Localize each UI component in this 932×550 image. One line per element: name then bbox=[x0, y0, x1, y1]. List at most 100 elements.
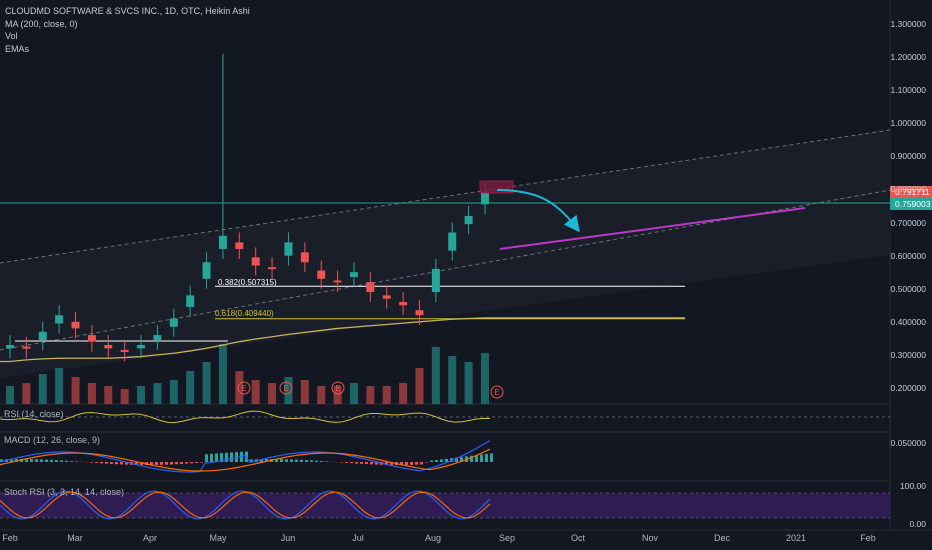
rsi-pane-label[interactable]: RSI (14, close) bbox=[4, 409, 64, 419]
candle-body bbox=[235, 242, 244, 250]
macd-histogram-bar bbox=[310, 460, 313, 462]
macd-histogram-bar bbox=[280, 459, 283, 462]
symbol-title[interactable]: CLOUDMD SOFTWARE & SVCS INC., 1D, OTC, H… bbox=[5, 6, 250, 16]
macd-histogram-bar bbox=[475, 455, 478, 462]
candle-body bbox=[349, 272, 358, 278]
macd-histogram-bar bbox=[65, 460, 68, 462]
earnings-marker[interactable]: E bbox=[237, 381, 251, 395]
volume-bar bbox=[448, 356, 457, 404]
volume-indicator-label[interactable]: Vol bbox=[5, 31, 18, 41]
volume-bar bbox=[202, 362, 211, 404]
macd-histogram-bar bbox=[350, 462, 353, 464]
macd-axis-label: 0.050000 bbox=[890, 438, 926, 448]
time-axis-label: Apr bbox=[142, 533, 158, 543]
time-axis-label: Dec bbox=[713, 533, 731, 543]
macd-histogram-bar bbox=[215, 453, 218, 462]
macd-histogram-bar bbox=[220, 453, 223, 462]
candle-body bbox=[431, 268, 440, 293]
macd-histogram-bar bbox=[420, 462, 423, 465]
time-axis-label: 2021 bbox=[785, 533, 807, 543]
macd-histogram-bar bbox=[360, 462, 363, 464]
macd-histogram-bar bbox=[485, 453, 488, 462]
volume-bar bbox=[6, 386, 14, 404]
candle-body bbox=[87, 335, 96, 342]
time-axis-label: Feb bbox=[2, 533, 18, 543]
macd-histogram-bar bbox=[375, 462, 378, 465]
candle-body bbox=[415, 310, 424, 316]
fib-382-label: 0.382(0.507315) bbox=[218, 278, 277, 287]
macd-histogram-bar bbox=[100, 462, 103, 464]
svg-text:E: E bbox=[335, 384, 340, 393]
current-price-tag-bg bbox=[890, 186, 932, 198]
candle-body bbox=[284, 242, 293, 256]
channel-upper-line bbox=[0, 129, 891, 264]
macd-pane-label[interactable]: MACD (12, 26, close, 9) bbox=[4, 435, 101, 445]
volume-bar bbox=[431, 347, 440, 404]
fib-618-label: 0.618(0.409440) bbox=[215, 309, 274, 318]
macd-histogram-bar bbox=[25, 459, 28, 462]
earnings-marker[interactable]: E bbox=[279, 381, 293, 395]
candle-body bbox=[202, 262, 211, 279]
time-axis-label: May bbox=[209, 533, 227, 543]
volume-bar bbox=[481, 353, 489, 404]
volume-bar bbox=[218, 344, 227, 404]
volume-bar bbox=[333, 386, 342, 404]
svg-text:E: E bbox=[494, 388, 499, 397]
price-axis-label: 0.200000 bbox=[890, 383, 926, 393]
macd-histogram-bar bbox=[460, 456, 463, 462]
macd-histogram-bar bbox=[490, 453, 493, 462]
macd-histogram-bar bbox=[50, 459, 53, 462]
macd-histogram-bar bbox=[190, 462, 193, 464]
price-axis-label: 1.100000 bbox=[890, 85, 926, 96]
channel-mid-line bbox=[0, 189, 891, 351]
candle-body bbox=[38, 331, 47, 341]
volume-bar bbox=[415, 368, 424, 404]
volume-bar bbox=[464, 362, 473, 404]
volume-bar bbox=[137, 386, 146, 404]
candle-body bbox=[55, 315, 64, 324]
macd-histogram-bar bbox=[435, 459, 438, 462]
macd-histogram-bar bbox=[150, 462, 153, 465]
candle-body bbox=[464, 215, 473, 225]
candle-body bbox=[251, 257, 260, 266]
macd-histogram-bar bbox=[275, 459, 278, 462]
macd-histogram-bar bbox=[300, 459, 303, 462]
macd-histogram-bar bbox=[250, 459, 253, 462]
volume-bar bbox=[186, 371, 195, 404]
candle-body bbox=[153, 335, 162, 341]
macd-histogram-bar bbox=[195, 462, 198, 463]
ma-indicator-label[interactable]: MA (200, close, 0) bbox=[5, 18, 78, 29]
macd-histogram-bar bbox=[425, 462, 428, 463]
macd-histogram-bar bbox=[470, 455, 473, 462]
ema-indicator-label[interactable]: EMAs bbox=[5, 43, 30, 54]
macd-histogram-bar bbox=[385, 462, 388, 465]
macd-histogram-bar bbox=[125, 462, 128, 465]
volume-bar bbox=[349, 383, 358, 404]
volume-bar bbox=[399, 383, 408, 404]
macd-histogram-bar bbox=[320, 460, 323, 462]
volume-bar bbox=[284, 377, 293, 404]
volume-bar bbox=[71, 377, 80, 404]
macd-histogram-bar bbox=[440, 459, 443, 462]
earnings-marker[interactable]: E bbox=[490, 385, 504, 399]
macd-histogram-bar bbox=[225, 452, 228, 462]
macd-histogram-bar bbox=[45, 459, 48, 462]
macd-histogram-bar bbox=[160, 462, 163, 465]
time-axis-label: Nov bbox=[641, 533, 659, 543]
time-axis-label: Oct bbox=[570, 533, 586, 543]
earnings-marker[interactable]: E bbox=[331, 381, 345, 395]
candle-body bbox=[104, 344, 113, 349]
candle-body bbox=[137, 344, 146, 349]
macd-histogram-bar bbox=[325, 461, 328, 462]
volume-bar bbox=[300, 380, 309, 404]
svg-text:E: E bbox=[241, 384, 246, 393]
macd-histogram-bar bbox=[345, 462, 348, 463]
candle-body bbox=[366, 282, 375, 293]
current-price-tag: 0.791711 bbox=[895, 187, 930, 197]
stoch-pane-label[interactable]: Stoch RSI (3, 3, 14, 14, close) bbox=[4, 487, 125, 497]
macd-histogram-bar bbox=[90, 462, 93, 463]
macd-histogram-bar bbox=[60, 460, 63, 462]
volume-bar bbox=[38, 374, 47, 404]
macd-histogram-bar bbox=[285, 459, 288, 462]
